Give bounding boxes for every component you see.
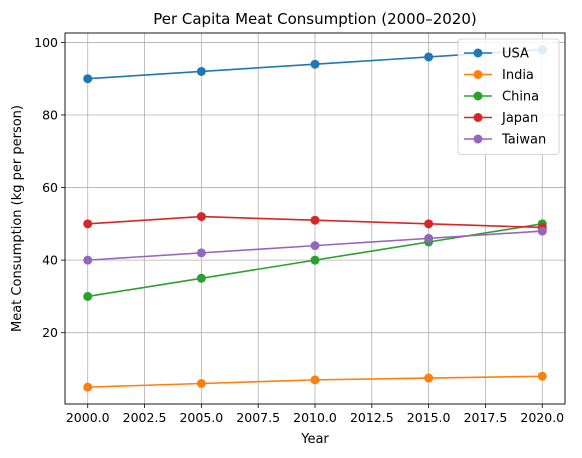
data-point	[424, 373, 434, 383]
data-point	[424, 233, 434, 243]
data-point	[83, 255, 93, 265]
series-india	[83, 371, 547, 392]
x-tick-label: 2017.5	[464, 410, 508, 425]
x-axis-label: Year	[300, 432, 329, 447]
legend-label: Taiwan	[501, 133, 546, 148]
data-point	[424, 52, 434, 62]
data-point	[310, 59, 320, 69]
x-tick-label: 2015.0	[407, 410, 451, 425]
legend-label: Japan	[501, 111, 538, 126]
legend-item: USA	[464, 47, 529, 62]
legend-swatch-marker	[473, 134, 483, 144]
chart-title: Per Capita Meat Consumption (2000–2020)	[153, 10, 477, 28]
data-point	[196, 273, 206, 283]
legend-item: India	[464, 68, 534, 83]
legend-label: USA	[502, 47, 529, 62]
legend-swatch-marker	[473, 48, 483, 58]
legend-item: China	[464, 90, 539, 105]
data-point	[310, 255, 320, 265]
x-tick-label: 2002.5	[123, 410, 167, 425]
data-point	[83, 74, 93, 84]
x-tick-label: 2020.0	[520, 410, 564, 425]
data-point	[310, 375, 320, 385]
legend-swatch-marker	[473, 113, 483, 122]
data-point	[537, 371, 547, 381]
y-tick-label: 100	[34, 35, 58, 50]
series-japan	[83, 212, 547, 232]
x-tick-label: 2007.5	[236, 410, 280, 425]
y-tick-label: 40	[42, 253, 58, 268]
x-tick-label: 2005.0	[179, 410, 223, 425]
x-tick-label: 2012.5	[350, 410, 394, 425]
legend-item: Japan	[464, 111, 538, 126]
data-point	[196, 212, 206, 222]
data-point	[424, 219, 434, 229]
data-point	[83, 219, 93, 229]
y-tick-label: 20	[42, 325, 58, 340]
data-point	[196, 378, 206, 388]
y-tick-label: 60	[42, 180, 58, 195]
data-point	[310, 241, 320, 251]
axis-ticks: 2000.0 2002.5 2005.0 2007.5 2010.0 2012.5 2015…	[34, 35, 564, 425]
data-point	[537, 226, 547, 236]
x-tick-label: 2010.0	[293, 410, 337, 425]
data-point	[310, 215, 320, 225]
legend-swatch-marker	[473, 91, 483, 101]
y-axis-label: Meat Consumption (kg per person)	[10, 105, 25, 332]
legend-swatch-marker	[473, 70, 483, 79]
x-tick-label: 2000.0	[66, 410, 110, 425]
legend-item: Taiwan	[464, 133, 546, 148]
y-tick-label: 80	[42, 108, 58, 123]
data-point	[196, 66, 206, 76]
data-point	[83, 291, 93, 301]
data-point	[83, 382, 93, 392]
data-point	[196, 248, 206, 258]
legend: USA India China Japan Taiwan	[457, 38, 560, 155]
series-taiwan	[83, 226, 547, 265]
legend-label: India	[502, 68, 534, 83]
legend-box	[457, 38, 560, 155]
legend-label: China	[502, 90, 539, 105]
